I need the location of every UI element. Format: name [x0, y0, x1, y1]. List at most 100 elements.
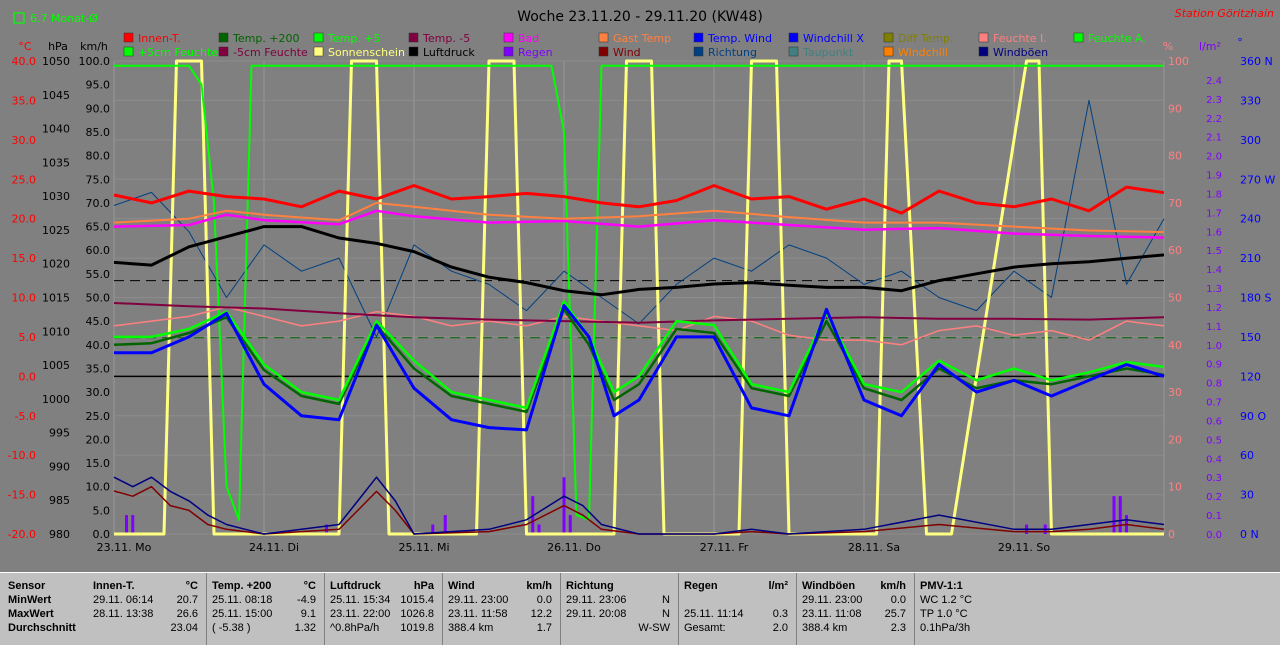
- rain-tick-label: 1.9: [1206, 171, 1222, 182]
- stats-cell-value: 9.1: [300, 608, 316, 620]
- kmh-unit: km/h: [80, 40, 108, 53]
- direction-tick-label: 270 W: [1240, 173, 1275, 186]
- stats-cell-value: W-SW: [638, 622, 670, 634]
- temp-tick-label: -10.0: [8, 449, 36, 462]
- wind-tick-label: 80.0: [86, 150, 111, 163]
- rain-tick-label: 1.4: [1206, 265, 1222, 276]
- month-avg-icon: [13, 12, 25, 24]
- stats-cell-value: -4.9: [297, 594, 316, 606]
- legend-label: Taupunkt: [802, 46, 854, 59]
- rain-tick-label: 0.6: [1206, 416, 1222, 427]
- temp-tick-label: 10.0: [12, 292, 37, 305]
- series-line-innen-t: [113, 184, 1165, 215]
- legend-swatch: [503, 32, 514, 43]
- pressure-tick-label: 985: [49, 494, 70, 507]
- stats-cell-time: 29.11. 06:14: [93, 594, 154, 606]
- day-label: 27.11. Fr: [700, 541, 749, 554]
- rain-tick-label: 1.8: [1206, 189, 1222, 200]
- stats-cell-time: 29.11. 23:06: [566, 594, 627, 606]
- humidity-tick-label: 30: [1168, 386, 1182, 399]
- stats-sensor-column: Sensor MinWert MaxWert Durchschnitt: [0, 573, 88, 645]
- wind-tick-label: 45.0: [86, 315, 111, 328]
- stats-cell-time: 23.11. 22:00: [330, 608, 391, 620]
- series-line-luftdruck: [113, 225, 1165, 297]
- stats-cell-time: 28.11. 13:38: [93, 608, 154, 620]
- legend-label: Windböen: [993, 46, 1048, 59]
- series-line-feuchte-i: [113, 306, 1165, 346]
- deg-unit: °: [1237, 36, 1243, 49]
- rain-bar: [131, 515, 135, 534]
- stats-cell-value: N: [662, 594, 670, 606]
- stats-row-label: MaxWert: [8, 608, 54, 620]
- stats-column: Richtung 29.11. 23:06 N 29.11. 20:08 N W-SW: [560, 573, 678, 645]
- legend-swatch: [883, 46, 894, 57]
- stats-column-name: Innen-T.: [93, 580, 135, 592]
- wind-tick-label: 100.0: [79, 55, 111, 68]
- wind-tick-label: 5.0: [93, 504, 111, 517]
- rain-tick-label: 2.2: [1206, 114, 1222, 125]
- stats-column-unit: km/h: [526, 580, 552, 592]
- stats-cell-time: 25.11. 11:14: [684, 608, 744, 620]
- stats-cell-time: 25.11. 15:00: [212, 608, 273, 620]
- stats-cell-time: Gesamt:: [684, 622, 726, 634]
- rain-bar: [1118, 496, 1122, 534]
- rain-tick-label: 0.2: [1206, 492, 1222, 503]
- stats-column-name: Windböen: [802, 580, 856, 592]
- rain-tick-label: 1.2: [1206, 303, 1222, 314]
- humidity-tick-label: 40: [1168, 339, 1182, 352]
- temp-tick-label: -20.0: [8, 528, 36, 541]
- wind-tick-label: 55.0: [86, 268, 111, 281]
- stats-column-unit: °C: [185, 580, 198, 592]
- wind-tick-label: 95.0: [86, 79, 111, 92]
- temp-tick-label: 40.0: [12, 55, 37, 68]
- legend-label: Temp. Wind: [707, 32, 772, 45]
- pressure-tick-label: 1010: [42, 325, 70, 338]
- stats-column-unit: hPa: [413, 580, 434, 592]
- legend-label: Temp. -5: [422, 32, 470, 45]
- stats-table: Sensor MinWert MaxWert Durchschnitt Inne…: [0, 572, 1280, 645]
- pressure-tick-label: 990: [49, 460, 70, 473]
- hpa-unit: hPa: [48, 40, 68, 53]
- temp-unit: °C: [18, 40, 32, 53]
- stats-column-name: Wind: [448, 580, 475, 592]
- legend-label: Wind: [613, 46, 641, 59]
- stats-cell-value: 25.7: [884, 608, 906, 620]
- humidity-tick-label: 20: [1168, 433, 1182, 446]
- legend-label: Feuchte I.: [993, 32, 1047, 45]
- wind-tick-label: 85.0: [86, 126, 111, 139]
- pressure-tick-label: 1035: [42, 156, 70, 169]
- legend-swatch: [693, 46, 704, 57]
- stats-cell-value: 1.32: [294, 622, 316, 634]
- rain-tick-label: 2.1: [1206, 133, 1222, 144]
- stats-cell-time: 25.11. 15:34: [330, 594, 391, 606]
- rain-tick-label: 0.3: [1206, 473, 1222, 484]
- legend-swatch: [313, 32, 324, 43]
- temp-tick-label: -5.0: [15, 410, 36, 423]
- rain-tick-label: 1.5: [1206, 246, 1222, 257]
- wind-tick-label: 0.0: [93, 528, 111, 541]
- stats-cell-value: 0.3: [772, 608, 788, 620]
- legend-label: Richtung: [708, 46, 757, 59]
- stats-cell-time: WC 1.2 °C: [920, 594, 973, 606]
- pressure-tick-label: 995: [49, 427, 70, 440]
- stats-cell-time: ^0.8hPa/h: [330, 622, 380, 634]
- pressure-tick-label: 980: [49, 528, 70, 541]
- stats-column: Regen l/m² 25.11. 11:14 0.3 Gesamt: 2.0: [678, 573, 796, 645]
- stats-cell-value: 0.0: [890, 594, 906, 606]
- stats-cell-time: 29.11. 23:00: [448, 594, 509, 606]
- stats-cell-time: 23.11. 11:08: [802, 608, 862, 620]
- direction-tick-label: 0 N: [1240, 528, 1259, 541]
- wind-tick-label: 15.0: [86, 457, 111, 470]
- legend-swatch: [1073, 32, 1084, 43]
- humidity-tick-label: 70: [1168, 197, 1182, 210]
- rain-tick-label: 1.3: [1206, 284, 1222, 295]
- stats-cell-time: 29.11. 20:08: [566, 608, 627, 620]
- station-name: Station Göritzhain: [1175, 7, 1274, 20]
- humidity-tick-label: 100: [1168, 55, 1189, 68]
- rain-tick-label: 0.5: [1206, 435, 1222, 446]
- stats-column-unit: °C: [303, 580, 316, 592]
- stats-cell-value: 26.6: [176, 608, 198, 620]
- rain-tick-label: 0.8: [1206, 379, 1222, 390]
- legend-swatch: [503, 46, 514, 57]
- legend-swatch: [788, 46, 799, 57]
